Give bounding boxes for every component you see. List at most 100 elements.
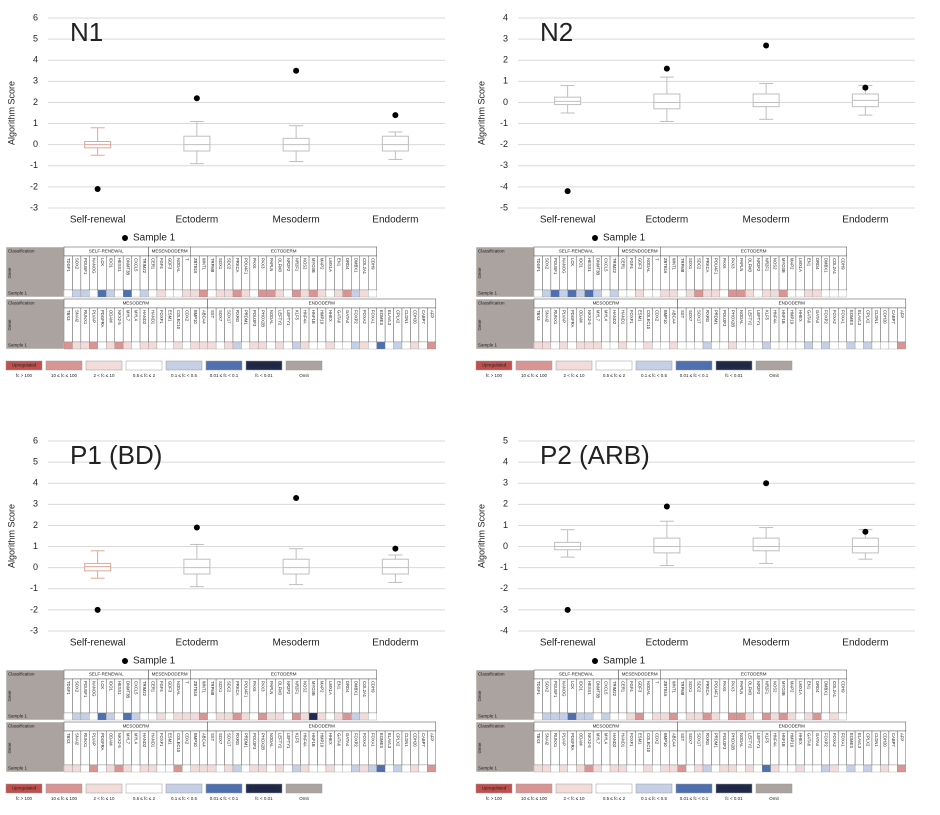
heat-cell bbox=[702, 289, 712, 298]
gene-name: LCK bbox=[570, 258, 575, 266]
gene-name: LEFTY1 bbox=[286, 310, 291, 326]
group-name: MESODERM bbox=[593, 724, 620, 729]
gene-name: MAP2 bbox=[790, 681, 795, 693]
gene-name: FOXF1 bbox=[159, 733, 164, 747]
gene-name: LMX1A bbox=[798, 258, 803, 272]
gene-name: NR2F1 bbox=[764, 258, 769, 272]
heat-cell bbox=[156, 289, 166, 298]
gene-name: POU3F3 bbox=[252, 310, 257, 327]
box bbox=[554, 541, 582, 551]
gene-name: ESM1 bbox=[638, 310, 643, 322]
legend-range: 10 ≤ fc ≤ 100 bbox=[51, 373, 77, 378]
heat-cell bbox=[787, 712, 797, 721]
heat-cell bbox=[232, 712, 242, 721]
classification-label: Classification bbox=[478, 301, 505, 306]
gene-name: SDC2 bbox=[697, 681, 702, 693]
sample-label: Sample 1 bbox=[478, 714, 498, 719]
group-name: MESODERM bbox=[123, 301, 150, 306]
heat-cell bbox=[334, 289, 343, 298]
y-tick-label: 3 bbox=[33, 76, 38, 86]
legend-swatch bbox=[45, 360, 83, 371]
box bbox=[752, 537, 780, 552]
gene-name: HAND2 bbox=[612, 310, 617, 325]
heat-cell bbox=[97, 289, 107, 298]
heat-cell bbox=[618, 764, 628, 773]
heat-cell bbox=[89, 712, 98, 721]
y-tick-label: -2 bbox=[500, 139, 508, 149]
y-tick-label: 4 bbox=[503, 456, 508, 466]
heat-cell bbox=[677, 341, 687, 350]
heat-cell bbox=[342, 289, 352, 298]
heat-cell bbox=[762, 341, 771, 350]
heat-cell bbox=[165, 712, 174, 721]
gene-name: FOXA2 bbox=[832, 310, 837, 324]
row-label-bg bbox=[5, 298, 65, 350]
heat-cell bbox=[123, 764, 132, 773]
heat-cell bbox=[795, 341, 805, 350]
heat-cell bbox=[888, 764, 898, 773]
gene-name: LMX1A bbox=[328, 681, 333, 695]
gene-name: CPLX2 bbox=[866, 733, 871, 747]
y-tick-label: -3 bbox=[500, 604, 508, 614]
legend-swatch-text: Upregulated bbox=[482, 786, 507, 791]
heat-cell bbox=[542, 341, 552, 350]
heat-cell bbox=[106, 289, 115, 298]
gene-name: POU4F1 bbox=[714, 258, 719, 275]
x-tick-label: Self-renewal bbox=[70, 215, 126, 226]
legend-swatch bbox=[555, 783, 593, 794]
heat-cell bbox=[401, 341, 411, 350]
group-name: ECTODERM bbox=[271, 672, 297, 677]
gene-name: CER1 bbox=[151, 258, 156, 270]
gene-name: DRD4 bbox=[345, 258, 350, 270]
gene-name: HMP19 bbox=[320, 310, 325, 325]
legend-swatch-text: Downregulated bbox=[249, 363, 280, 368]
y-tick-label: -3 bbox=[30, 625, 38, 635]
heat-cell bbox=[702, 764, 712, 773]
group-name: MESODERM bbox=[123, 724, 150, 729]
heat-cell bbox=[351, 712, 360, 721]
gene-name: NKX2-5 bbox=[587, 310, 592, 325]
heat-cell bbox=[576, 341, 585, 350]
gene-name: SOX17 bbox=[697, 310, 702, 324]
heat-cell bbox=[702, 341, 712, 350]
gene-name: NR2F2 bbox=[286, 258, 291, 272]
heat-cell bbox=[550, 712, 560, 721]
classification-label: Classification bbox=[8, 672, 35, 677]
heat-cell bbox=[258, 712, 267, 721]
heat-cell bbox=[139, 764, 149, 773]
sample-point bbox=[862, 84, 869, 91]
legend-range: fc < 0.01 bbox=[255, 796, 273, 801]
heat-cell bbox=[854, 341, 864, 350]
gene-name: SOX1 bbox=[218, 681, 223, 693]
gene-name: NANOG bbox=[91, 258, 96, 273]
gene-name: PAX3 bbox=[260, 681, 265, 692]
legend-swatch bbox=[715, 360, 753, 371]
legend-range: 0.01 ≤ fc < 0.1 bbox=[210, 373, 239, 378]
heat-cell bbox=[838, 764, 847, 773]
heat-cell bbox=[123, 712, 132, 721]
heat-cell bbox=[770, 764, 780, 773]
heat-cell bbox=[821, 341, 830, 350]
group-name: ENDODERM bbox=[309, 301, 336, 306]
gene-name: ZBTB16 bbox=[193, 258, 198, 274]
gene-name: RXRG bbox=[235, 733, 240, 745]
heat-cell bbox=[559, 764, 568, 773]
group-name: MESODERM bbox=[593, 301, 620, 306]
heat-cell bbox=[148, 341, 158, 350]
heat-cell bbox=[325, 764, 335, 773]
group-name: SELF-RENEWAL bbox=[559, 672, 594, 677]
gene-name: FOXA1 bbox=[370, 733, 375, 747]
legend-swatch bbox=[755, 360, 793, 371]
gene-name: PLVAP bbox=[561, 733, 566, 746]
gene-name: TBX3 bbox=[536, 310, 541, 321]
box bbox=[653, 93, 681, 110]
legend-range: 10 ≤ fc ≤ 100 bbox=[521, 373, 547, 378]
gene-name: AFP bbox=[899, 310, 904, 318]
gene-name: ZBTB16 bbox=[193, 681, 198, 697]
gene-name: CDH20 bbox=[883, 310, 888, 324]
gene-name: ELAVL3 bbox=[387, 733, 392, 749]
sample-point bbox=[193, 524, 200, 531]
gene-name: POU3F3 bbox=[252, 733, 257, 750]
legend-range: fc > 100 bbox=[16, 796, 33, 801]
gene-name: HHEX bbox=[798, 733, 803, 745]
